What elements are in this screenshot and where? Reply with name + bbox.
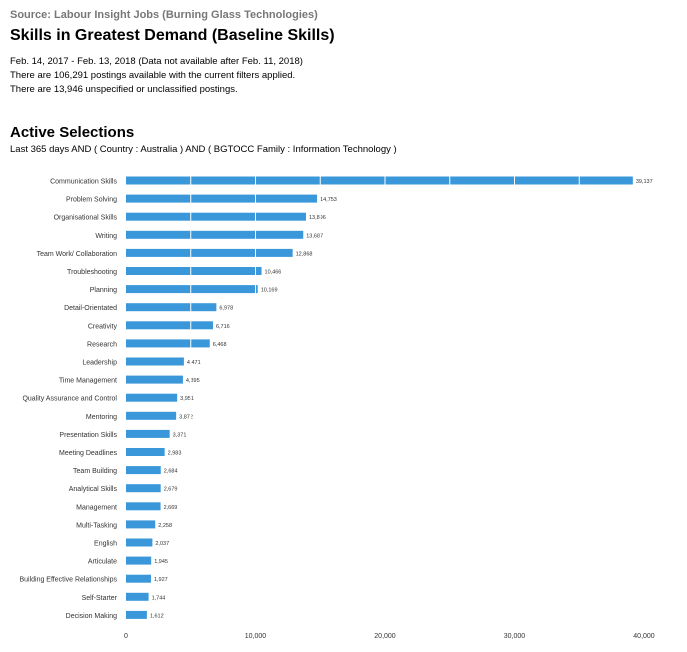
bar: [126, 248, 293, 257]
category-label: Quality Assurance and Control: [22, 396, 117, 403]
value-label: 6,468: [213, 342, 227, 348]
category-label: Detail-Orientated: [64, 305, 117, 312]
value-label: 3,371: [173, 432, 187, 438]
bar: [126, 502, 161, 511]
category-label: Troubleshooting: [67, 269, 117, 276]
bar: [126, 448, 165, 456]
value-label: 2,669: [164, 505, 178, 511]
date-range: Feb. 14, 2017 - Feb. 13, 2018 (Data not …: [10, 56, 303, 67]
bar: [126, 484, 161, 493]
bar: [126, 212, 306, 221]
category-label: Self-Starter: [82, 595, 118, 602]
value-label: 1,612: [150, 613, 164, 619]
bar: [126, 285, 258, 294]
value-label: 1,927: [154, 577, 168, 583]
category-label: Creativity: [88, 323, 118, 330]
category-label: Writing: [95, 233, 117, 240]
value-label: 13,687: [306, 233, 323, 239]
x-tick-label: 0: [124, 633, 128, 640]
category-label: Organisational Skills: [54, 215, 118, 222]
value-label: 3,951: [180, 396, 194, 402]
value-label: 1,744: [152, 595, 166, 601]
category-label: Team Building: [73, 468, 117, 475]
bar: [126, 610, 147, 619]
value-label: 2,983: [168, 451, 182, 457]
category-label: Planning: [90, 287, 117, 294]
category-label: Research: [87, 341, 117, 348]
bar: [126, 556, 152, 565]
bar: [126, 321, 213, 330]
value-label: 10,466: [265, 270, 282, 276]
bar: [126, 230, 304, 239]
bar: [126, 375, 183, 384]
bar: [126, 466, 161, 475]
bar: [126, 194, 318, 203]
x-tick-label: 30,000: [504, 633, 526, 640]
active-selections-filter: Last 365 days AND ( Country : Australia …: [10, 144, 397, 155]
value-label: 4,395: [186, 378, 200, 384]
category-label: Mentoring: [86, 414, 117, 421]
bar: [126, 339, 210, 348]
category-label: Time Management: [59, 378, 117, 385]
value-label: 2,258: [158, 523, 172, 529]
category-label: Multi-Tasking: [76, 522, 117, 529]
bar: [126, 411, 177, 420]
bar: [126, 393, 178, 402]
category-label: Problem Solving: [66, 197, 117, 204]
value-label: 1,945: [154, 559, 168, 565]
bar: [126, 303, 217, 312]
active-selections-title: Active Selections: [10, 124, 135, 141]
x-tick-label: 40,000: [633, 633, 655, 640]
x-tick-label: 20,000: [374, 633, 396, 640]
category-label: Presentation Skills: [59, 432, 117, 439]
category-label: Building Effective Relationships: [19, 577, 117, 584]
source-label: Source: Labour Insight Jobs (Burning Gla…: [10, 9, 318, 21]
category-label: Leadership: [82, 360, 117, 367]
value-label: 39,137: [636, 179, 653, 185]
value-label: 6,716: [216, 324, 230, 330]
value-label: 2,684: [164, 469, 178, 475]
value-label: 13,896: [309, 215, 326, 221]
value-label: 12,868: [296, 251, 313, 257]
category-label: English: [94, 541, 117, 548]
bar: [126, 429, 170, 438]
category-label: Management: [76, 504, 117, 511]
page-title: Skills in Greatest Demand (Baseline Skil…: [10, 27, 335, 44]
category-label: Analytical Skills: [69, 486, 118, 493]
x-tick-label: 10,000: [245, 633, 267, 640]
skills-bar-chart: Communication Skills 39,137 Problem Solvin…: [19, 172, 655, 640]
value-label: 2,679: [164, 487, 178, 493]
bar: [126, 574, 151, 583]
bar: [126, 520, 156, 529]
category-label: Team Work/ Collaboration: [37, 251, 118, 258]
bar: [126, 592, 149, 601]
category-label: Decision Making: [66, 613, 117, 620]
postings-available: There are 106,291 postings available wit…: [10, 70, 296, 81]
value-label: 14,753: [320, 197, 337, 203]
value-label: 6,978: [219, 306, 233, 312]
value-label: 10,169: [261, 288, 278, 294]
value-label: 3,872: [179, 414, 193, 420]
postings-unspecified: There are 13,946 unspecified or unclassi…: [10, 84, 238, 95]
bar: [126, 176, 633, 185]
category-label: Communication Skills: [50, 179, 117, 186]
bar: [126, 267, 262, 275]
value-label: 2,037: [155, 541, 169, 547]
bar: [126, 357, 184, 366]
category-label: Meeting Deadlines: [59, 450, 117, 457]
bar: [126, 538, 153, 547]
category-label: Articulate: [88, 559, 117, 566]
value-label: 4,471: [187, 360, 201, 366]
